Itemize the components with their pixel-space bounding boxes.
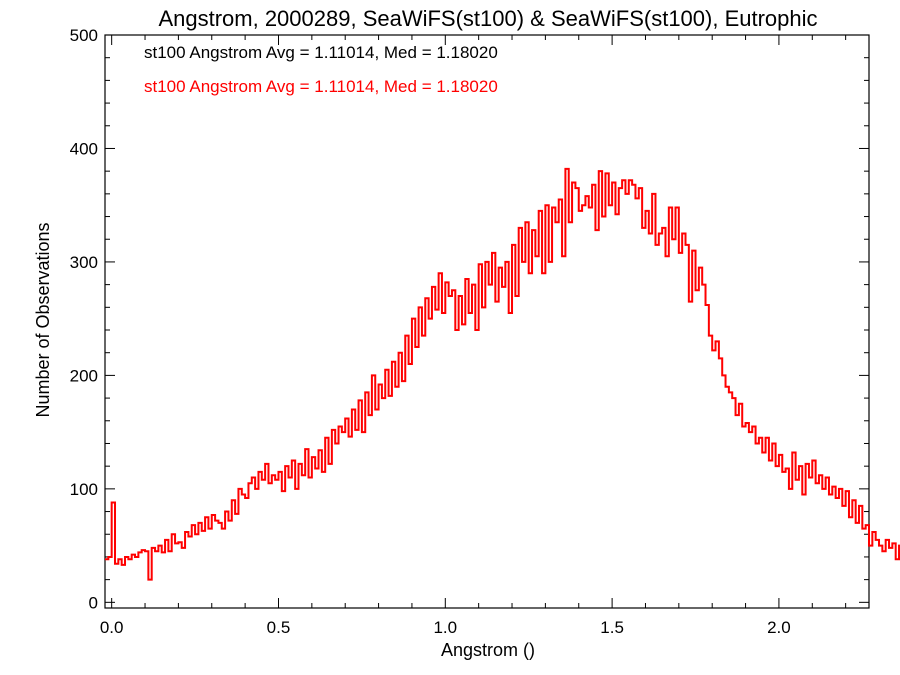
legend-entry-st100-black: st100 Angstrom Avg = 1.11014, Med = 1.18…: [144, 43, 498, 62]
plot-border: [104, 34, 870, 609]
x-tick-label: 1.5: [600, 618, 624, 637]
y-tick-label: 0: [89, 593, 98, 612]
x-tick-label: 0.0: [100, 618, 124, 637]
plot-frame: [104, 34, 870, 609]
x-axis: 0.0 0.5 1.0 1.5 2.0: [100, 35, 847, 637]
legend-entry-st100-red: st100 Angstrom Avg = 1.11014, Med = 1.18…: [144, 77, 498, 96]
x-tick-label: 2.0: [767, 618, 791, 637]
x-tick-label: 0.5: [267, 618, 291, 637]
series-layer: [105, 167, 900, 581]
y-tick-label: 400: [70, 139, 98, 158]
chart-title: Angstrom, 2000289, SeaWiFS(st100) & SeaW…: [158, 6, 817, 31]
y-tick-label: 200: [70, 366, 98, 385]
histogram-series-0: [105, 167, 900, 581]
y-tick-label: 100: [70, 480, 98, 499]
x-axis-label: Angstrom (): [441, 640, 535, 660]
y-tick-label: 500: [70, 26, 98, 45]
y-axis-label: Number of Observations: [33, 222, 53, 417]
x-tick-label: 1.0: [433, 618, 457, 637]
y-tick-label: 300: [70, 253, 98, 272]
y-axis: 0 100 200 300 400 500: [70, 26, 869, 612]
